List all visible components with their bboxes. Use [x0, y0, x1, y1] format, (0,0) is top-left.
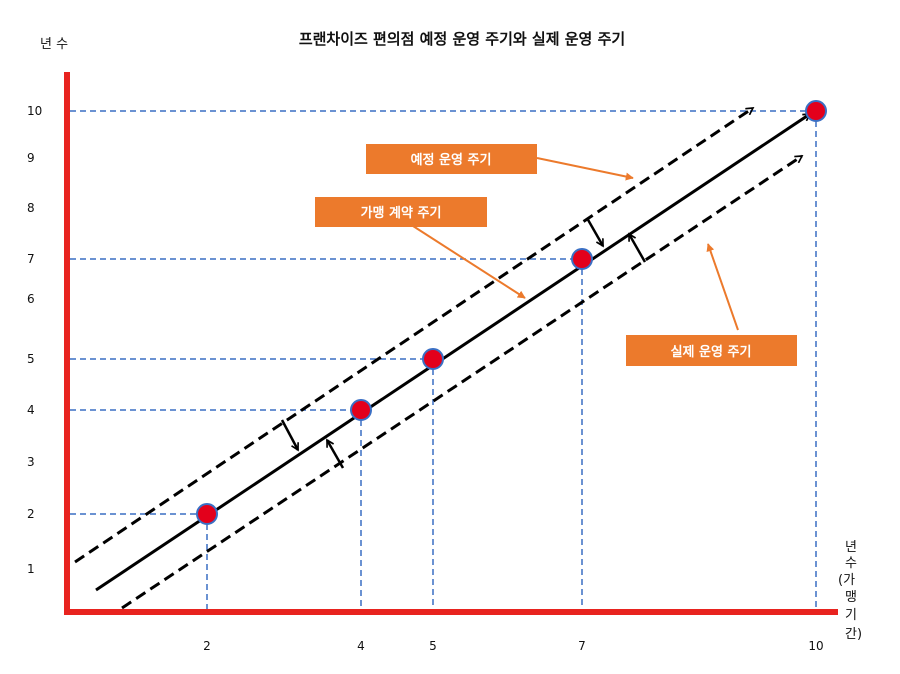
tick-labels: 1 2 3 4 5 6 7 8 9 10 2 4 5 7 10: [27, 104, 824, 653]
x-tick-label: 5: [429, 639, 437, 653]
callout-box: [366, 144, 537, 174]
callout-label: 가맹 계약 주기: [361, 205, 442, 221]
x-axis-label-line: 맹: [845, 590, 857, 605]
x-tick-label: 4: [357, 639, 365, 653]
x-axis-label-line: 년: [845, 540, 857, 555]
gap-arrow: [627, 234, 647, 263]
x-tick-label: 2: [203, 639, 211, 653]
callout-box: [315, 197, 487, 227]
callout-actual: 실제 운영 주기: [626, 335, 797, 366]
x-tick-label: 7: [578, 639, 586, 653]
data-point: [571, 248, 593, 270]
x-axis-label-line: 수: [845, 556, 857, 571]
gap-arrow: [280, 419, 300, 450]
y-tick-label: 9: [27, 151, 35, 165]
x-axis-label: 년 수 (가 맹 기 간): [838, 540, 862, 642]
y-tick-label: 2: [27, 507, 35, 521]
y-tick-label: 7: [27, 252, 35, 266]
guide-lines: [70, 110, 817, 612]
callout-contract: 가맹 계약 주기: [315, 197, 487, 227]
y-tick-label: 3: [27, 455, 35, 469]
y-tick-label: 5: [27, 352, 35, 366]
callout-box: [626, 335, 797, 366]
callout-planned: 예정 운영 주기: [366, 144, 537, 174]
actual-cycle-line: [121, 154, 802, 610]
callout-label: 실제 운영 주기: [671, 344, 752, 360]
y-tick-label: 1: [27, 562, 35, 576]
callout-pointer-planned: [536, 157, 634, 181]
y-axis-label: 년 수: [40, 37, 68, 52]
y-tick-label: 8: [27, 201, 35, 215]
callout-pointer-actual: [706, 243, 739, 331]
x-tick-label: 10: [808, 639, 823, 653]
y-tick-label: 6: [27, 292, 35, 306]
callout-label: 예정 운영 주기: [411, 152, 492, 168]
data-point: [196, 503, 218, 525]
data-points: [196, 100, 827, 525]
callout-pointer-contract: [412, 225, 526, 299]
gap-arrow: [585, 217, 605, 246]
data-point: [805, 100, 827, 122]
gap-arrow: [325, 440, 345, 469]
data-point: [422, 348, 444, 370]
x-axis-label-line: 간): [845, 627, 862, 642]
chart-title: 프랜차이즈 편의점 예정 운영 주기와 실제 운영 주기: [299, 30, 625, 48]
x-axis-label-line: 기: [845, 608, 857, 623]
data-point: [350, 399, 372, 421]
y-tick-label: 4: [27, 403, 35, 417]
y-tick-label: 10: [27, 104, 42, 118]
x-axis-label-line: (가: [838, 573, 855, 588]
